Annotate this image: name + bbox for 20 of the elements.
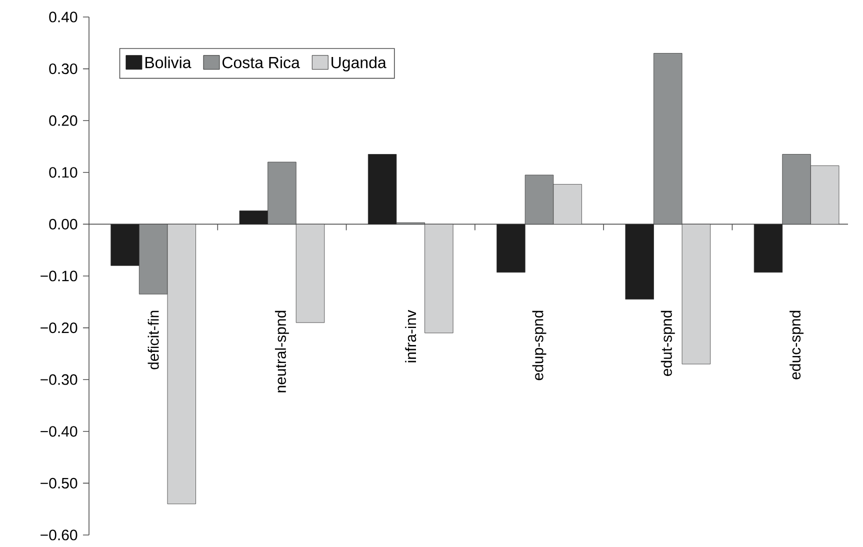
y-tick-label: −0.30	[40, 374, 78, 385]
y-tick-label: 0.10	[49, 167, 78, 178]
y-tick-label: 0.40	[49, 12, 78, 22]
x-tick-label: infra-inv	[405, 310, 416, 362]
x-tick-label: edup-spnd	[532, 310, 546, 380]
y-tick-label: −0.20	[40, 322, 78, 334]
y-tick-label: 0.30	[49, 63, 78, 74]
x-tick-label: educ-spnd	[790, 310, 804, 380]
y-tick-label: −0.60	[40, 530, 78, 540]
legend-label: Costa Rica	[222, 56, 300, 68]
y-tick-label: 0.20	[49, 115, 78, 126]
y-tick-label: −0.40	[40, 426, 78, 437]
x-tick-label: deficit-fin	[148, 310, 159, 370]
legend-label: Bolivia	[145, 56, 192, 68]
x-tick-label: neutral-spnd	[274, 310, 289, 392]
y-tick-label: 0.00	[49, 218, 78, 230]
legend-label: Uganda	[332, 56, 386, 72]
y-tick-label: −0.50	[40, 478, 78, 489]
x-tick-label: edut-spnd	[660, 310, 675, 376]
y-tick-label: −0.10	[40, 270, 78, 282]
